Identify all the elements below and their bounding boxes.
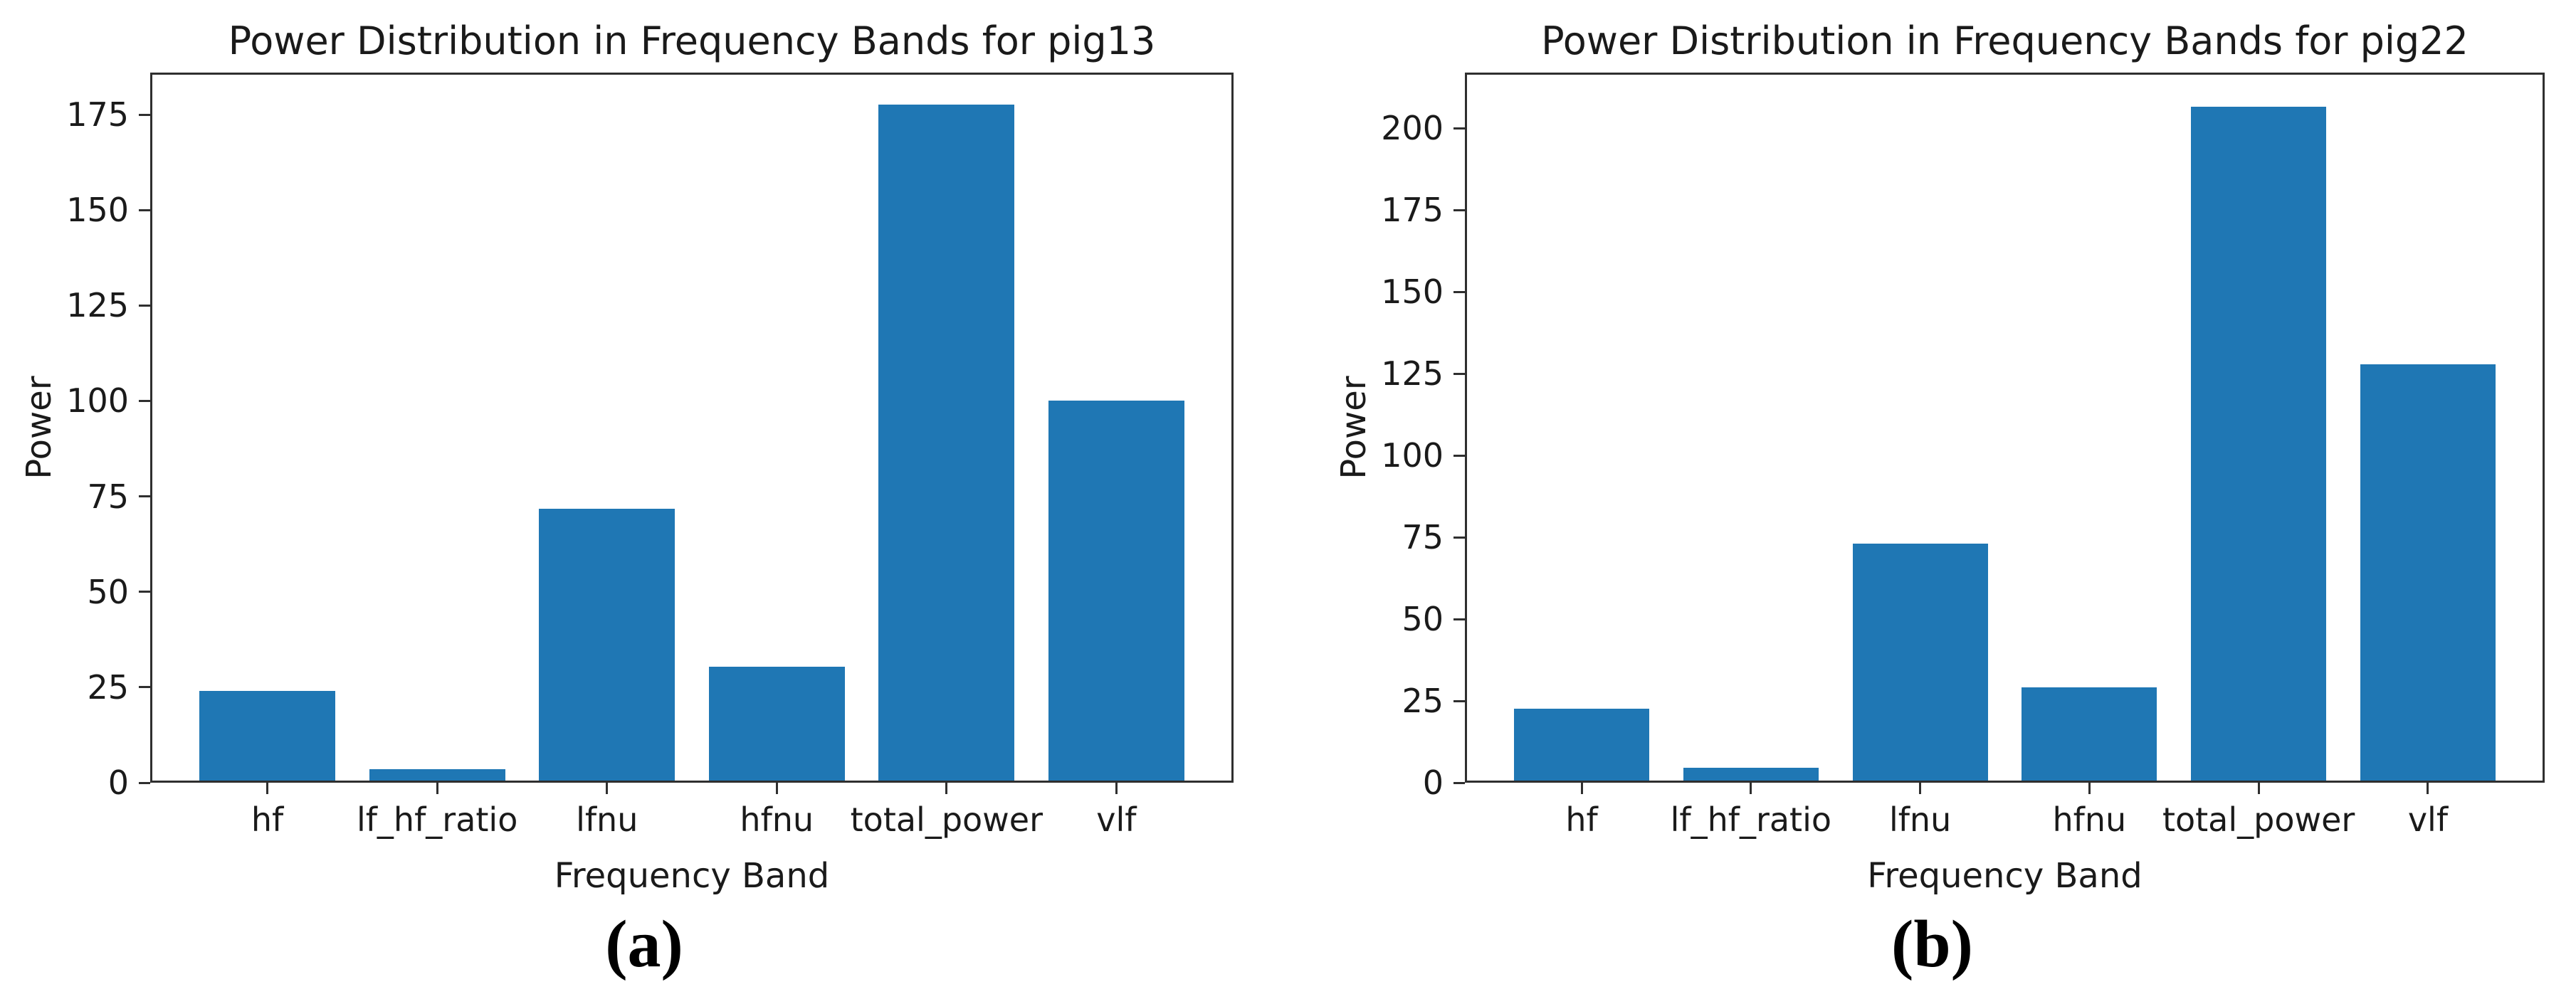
- x-tick-label: lf_hf_ratio: [356, 800, 518, 839]
- subfigure-caption-b: (b): [1891, 907, 1973, 981]
- y-tick-label: 200: [1381, 109, 1444, 148]
- y-tick-label: 50: [1402, 600, 1444, 639]
- x-tick-label: hf: [1565, 800, 1598, 839]
- bar-hf: [199, 691, 336, 781]
- y-tick-mark: [139, 399, 150, 402]
- y-tick-label: 0: [107, 763, 129, 802]
- y-tick-mark: [1453, 372, 1465, 375]
- y-tick-mark: [139, 686, 150, 689]
- x-tick-mark: [2088, 783, 2091, 794]
- y-tick-mark: [1453, 618, 1465, 620]
- y-tick-mark: [139, 781, 150, 784]
- y-tick-mark: [139, 495, 150, 498]
- x-tick-label: hf: [251, 800, 284, 839]
- y-tick-mark: [1453, 781, 1465, 784]
- y-tick-mark: [1453, 127, 1465, 130]
- x-tick-mark: [1750, 783, 1752, 794]
- y-tick-label: 175: [1381, 191, 1444, 230]
- y-tick-mark: [139, 591, 150, 593]
- x-tick-label: lf_hf_ratio: [1670, 800, 1832, 839]
- x-tick-label: vlf: [2407, 800, 2449, 839]
- y-tick-label: 100: [1381, 436, 1444, 475]
- y-tick-mark: [1453, 454, 1465, 457]
- chart-title: Power Distribution in Frequency Bands fo…: [1541, 19, 2469, 63]
- bar-lf_hf_ratio: [1683, 768, 1819, 781]
- x-tick-label: total_power: [850, 800, 1043, 839]
- x-tick-label: lfnu: [576, 800, 638, 839]
- plot-area: [150, 73, 1234, 783]
- y-tick-label: 25: [87, 667, 129, 707]
- y-tick-mark: [1453, 290, 1465, 293]
- y-axis-label: Power: [19, 376, 59, 480]
- bar-total_power: [878, 105, 1015, 781]
- x-tick-mark: [1919, 783, 1922, 794]
- y-tick-mark: [139, 304, 150, 307]
- x-tick-mark: [436, 783, 438, 794]
- bar-lf_hf_ratio: [369, 768, 505, 781]
- y-tick-mark: [1453, 208, 1465, 211]
- y-tick-label: 150: [1381, 273, 1444, 312]
- bar-lfnu: [539, 508, 675, 781]
- chart-title: Power Distribution in Frequency Bands fo…: [228, 19, 1156, 63]
- y-tick-mark: [1453, 536, 1465, 539]
- y-tick-label: 150: [66, 191, 129, 230]
- y-tick-label: 100: [66, 381, 129, 421]
- x-tick-mark: [2257, 783, 2260, 794]
- x-tick-mark: [1115, 783, 1118, 794]
- y-tick-mark: [139, 208, 150, 211]
- y-tick-label: 50: [87, 572, 129, 611]
- y-tick-label: 0: [1422, 763, 1444, 802]
- bar-hf: [1513, 708, 1650, 781]
- bar-lfnu: [1852, 544, 1988, 781]
- x-tick-label: hfnu: [2052, 800, 2127, 839]
- x-tick-mark: [945, 783, 948, 794]
- x-tick-mark: [1580, 783, 1583, 794]
- y-tick-mark: [1453, 699, 1465, 702]
- x-tick-label: vlf: [1096, 800, 1137, 839]
- x-tick-mark: [266, 783, 269, 794]
- x-axis-label: Frequency Band: [554, 856, 830, 896]
- bar-total_power: [2191, 106, 2327, 781]
- y-tick-label: 75: [1402, 518, 1444, 557]
- y-tick-label: 125: [1381, 354, 1444, 393]
- x-tick-label: lfnu: [1888, 800, 1952, 839]
- chart-panel-a: (a) Power Distribution in Frequency Band…: [19, 19, 1234, 981]
- bar-vlf: [1048, 400, 1184, 781]
- x-tick-mark: [775, 783, 778, 794]
- chart-panel-b: (b) Power Distribution in Frequency Band…: [1288, 0, 2576, 1004]
- y-tick-label: 175: [66, 95, 129, 134]
- y-tick-mark: [139, 113, 150, 116]
- x-tick-mark: [2427, 783, 2429, 794]
- bar-hfnu: [2022, 687, 2157, 781]
- bar-vlf: [2360, 364, 2496, 781]
- y-tick-label: 125: [66, 286, 129, 325]
- x-tick-label: hfnu: [740, 800, 814, 839]
- subfigure-caption-a: (a): [605, 907, 683, 981]
- y-tick-label: 75: [87, 477, 129, 516]
- plot-area: [1465, 73, 2545, 783]
- y-tick-label: 25: [1402, 682, 1444, 721]
- bar-hfnu: [708, 667, 845, 781]
- x-tick-label: total_power: [2162, 800, 2355, 839]
- x-axis-label: Frequency Band: [1867, 856, 2143, 896]
- x-tick-mark: [606, 783, 609, 794]
